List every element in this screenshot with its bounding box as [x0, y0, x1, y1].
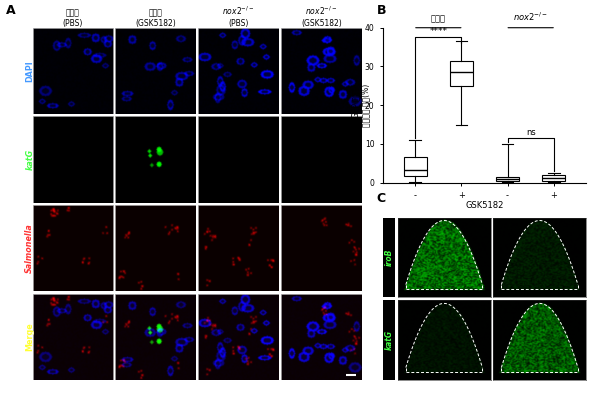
Text: A: A [6, 4, 15, 17]
Title: $nox2^{-/-}$
(GSK5182): $nox2^{-/-}$ (GSK5182) [301, 5, 342, 28]
Text: C: C [377, 192, 385, 205]
Y-axis label: DAPI: DAPI [25, 60, 34, 82]
Text: katG: katG [384, 330, 394, 350]
X-axis label: GSK5182: GSK5182 [465, 201, 504, 210]
Text: ****: **** [429, 27, 448, 36]
Text: B: B [377, 4, 386, 17]
PathPatch shape [542, 175, 565, 181]
Text: iroB: iroB [384, 249, 394, 266]
PathPatch shape [404, 158, 427, 176]
Y-axis label: GFP 발현
살모넬라 분율(%): GFP 발현 살모넬라 분율(%) [351, 84, 371, 127]
Title: 아생형
(PBS): 아생형 (PBS) [63, 8, 83, 28]
Text: $nox2^{-/-}$: $nox2^{-/-}$ [513, 11, 548, 23]
PathPatch shape [496, 177, 519, 181]
Text: 아생형: 아생형 [431, 14, 446, 23]
Title: $nox2^{-/-}$
(PBS): $nox2^{-/-}$ (PBS) [223, 5, 255, 28]
Title: PBS (FPN⁻): PBS (FPN⁻) [422, 210, 466, 217]
Title: GSK5182 (FPN⁺): GSK5182 (FPN⁺) [508, 210, 571, 217]
Y-axis label: Salmonella: Salmonella [25, 223, 34, 273]
Y-axis label: katG: katG [25, 149, 34, 170]
Title: 아생형
(GSK5182): 아생형 (GSK5182) [136, 8, 176, 28]
Y-axis label: Merge: Merge [25, 323, 34, 351]
Text: ns: ns [526, 128, 536, 137]
PathPatch shape [450, 61, 473, 86]
